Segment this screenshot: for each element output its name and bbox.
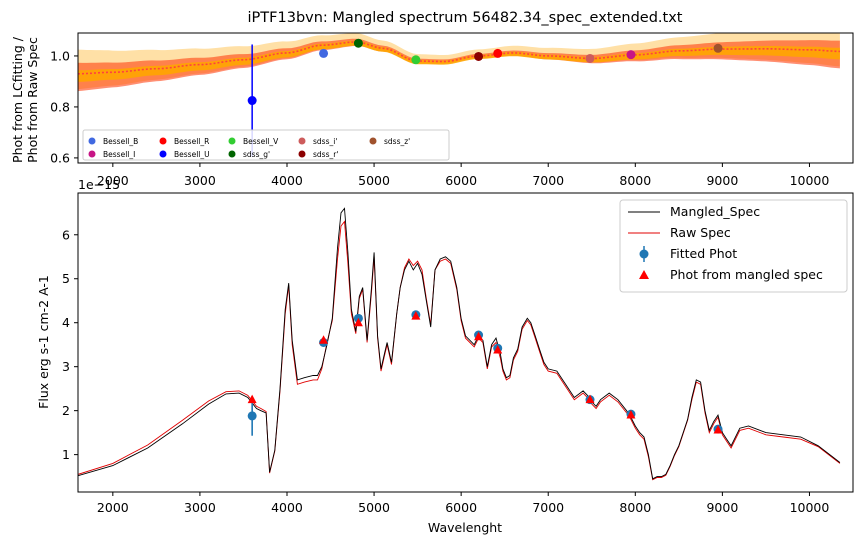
top-legend-box [82, 129, 450, 161]
y-tick-label: 4 [62, 315, 70, 330]
bottom-y-ticks: 1 2 3 4 5 6 [62, 227, 78, 462]
top-x-ticks: 2000 3000 4000 5000 6000 7000 8000 9000 10000 [97, 163, 829, 188]
band-red [78, 38, 840, 92]
top-legend-marker [298, 137, 306, 145]
mangled-phot-point [585, 394, 595, 404]
top-point-bessellv [411, 55, 421, 65]
mangled-phot-point [474, 331, 484, 341]
top-legend-label: Bessell_U [174, 150, 210, 159]
offset-text: 1e−15 [78, 177, 120, 192]
top-legend-label: sdss_g' [243, 150, 270, 159]
y-tick-label: 5 [62, 271, 70, 286]
top-point-bessellr [493, 48, 503, 58]
top-title: iPTF13bvn: Mangled spectrum 56482.34_spe… [248, 10, 683, 26]
top-point-sdssr [474, 51, 484, 61]
mangled-phot-point [411, 311, 421, 320]
x-tick-label: 5000 [358, 173, 390, 188]
band-orange [78, 40, 840, 82]
x-tick-label: 10000 [790, 173, 830, 188]
top-legend-marker [159, 137, 167, 145]
y-tick-label: 1 [62, 447, 70, 462]
top-point-sdssg [353, 38, 363, 48]
top-legend-marker [159, 150, 167, 158]
legend-raw-label: Raw Spec [670, 225, 731, 240]
top-panel: iPTF13bvn: Mangled spectrum 56482.34_spe… [10, 10, 854, 188]
top-ylabel: Phot from LCfitting / Phot from Raw Spec [10, 36, 40, 163]
top-point-bessellb [319, 48, 329, 58]
top-legend-label: Bessell_B [103, 137, 138, 146]
x-tick-label: 8000 [619, 173, 651, 188]
top-confidence-bands [78, 33, 840, 92]
top-ylabel-line2: Phot from Raw Spec [25, 37, 40, 163]
y-tick-label: 0.8 [50, 99, 70, 114]
mangled-phot-point [493, 344, 503, 354]
legend-fitted-marker [639, 249, 649, 259]
top-legend-label: sdss_i' [313, 137, 337, 146]
x-tick-label: 6000 [445, 500, 477, 515]
top-legend-marker [228, 150, 236, 158]
x-tick-label: 9000 [706, 500, 738, 515]
top-point-sdssi [585, 53, 595, 63]
top-ylabel-line1: Phot from LCfitting / [10, 36, 25, 163]
x-tick-label: 4000 [271, 173, 303, 188]
bottom-ylabel: Flux erg s-1 cm-2 A-1 [36, 275, 51, 409]
top-legend-label: sdss_r' [313, 150, 338, 159]
x-tick-label: 4000 [271, 500, 303, 515]
legend-mangled-label: Mangled_Spec [670, 204, 760, 219]
x-tick-label: 7000 [532, 173, 564, 188]
legend-mangled-phot-label: Phot from mangled spec [670, 267, 823, 282]
mangled-phot-point [247, 394, 257, 404]
x-tick-label: 6000 [445, 173, 477, 188]
top-legend-marker [298, 150, 306, 158]
top-point-besselli [626, 50, 636, 60]
top-legend-marker [228, 137, 236, 145]
top-legend-marker [88, 150, 96, 158]
bottom-legend-box [619, 199, 848, 293]
top-legend-marker [88, 137, 96, 145]
x-tick-label: 2000 [97, 500, 129, 515]
legend-mangled-phot-marker [639, 270, 649, 279]
bottom-axes-frame [77, 192, 854, 493]
mangled-phot-points [247, 311, 723, 434]
x-tick-label: 5000 [358, 500, 390, 515]
y-tick-label: 0.6 [50, 150, 70, 165]
x-tick-label: 10000 [790, 500, 830, 515]
top-point-bessellu [247, 96, 257, 106]
mangled-phot-point [713, 425, 723, 434]
y-tick-label: 1.0 [50, 48, 70, 63]
mangled-phot-point [626, 410, 636, 419]
x-tick-label: 9000 [706, 173, 738, 188]
top-y-ticks: 0.6 0.8 1.0 [50, 48, 78, 165]
x-tick-label: 2000 [97, 173, 129, 188]
top-point-sdssz [713, 43, 723, 53]
bottom-x-ticks: 2000 3000 4000 5000 6000 7000 8000 9000 10000 [97, 492, 829, 515]
x-tick-label: 7000 [532, 500, 564, 515]
x-tick-label: 3000 [184, 173, 216, 188]
y-tick-label: 2 [62, 403, 70, 418]
mangled-phot-point [353, 317, 363, 327]
y-tick-label: 3 [62, 359, 70, 374]
x-tick-label: 3000 [184, 500, 216, 515]
top-legend-label: Bessell_I [103, 150, 135, 159]
y-tick-label: 6 [62, 227, 70, 242]
top-data-points [247, 38, 723, 157]
top-legend-marker [369, 137, 377, 145]
top-legend-label: sdss_z' [384, 137, 410, 146]
mangled-phot-point [319, 335, 329, 344]
bottom-legend: Mangled_Spec Raw Spec Fitted Phot Phot f… [619, 199, 848, 293]
band-light [78, 33, 840, 90]
bottom-panel: 1e−15 2000 3000 4000 5000 6000 7000 8000 9000 10… [36, 177, 854, 535]
legend-fitted-label: Fitted Phot [670, 246, 737, 261]
top-legend-label: Bessell_V [243, 137, 279, 146]
fitted-phot-point [247, 411, 257, 421]
top-legend-label: Bessell_R [174, 137, 209, 146]
top-legend: Bessell_B Bessell_I Bessell_R Bessell_U Bess… [82, 129, 450, 161]
bottom-xlabel: Wavelenght [428, 520, 502, 535]
x-tick-label: 8000 [619, 500, 651, 515]
top-axes-frame [77, 32, 854, 164]
